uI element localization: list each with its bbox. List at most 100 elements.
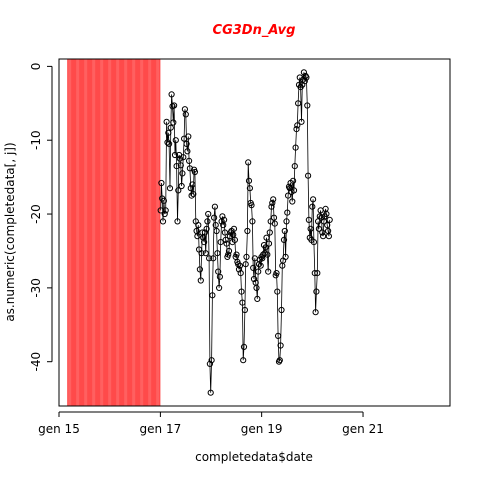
shaded-stripe: [84, 59, 88, 406]
data-point: [245, 177, 253, 184]
data-point: [311, 270, 318, 277]
data-point: [293, 126, 300, 133]
data-point: [162, 207, 169, 214]
data-point: [191, 168, 198, 176]
data-point: [255, 268, 262, 275]
data-point: [324, 222, 331, 229]
data-point: [203, 225, 210, 232]
data-point: [161, 210, 168, 218]
shaded-region: [67, 59, 161, 406]
data-point: [323, 210, 330, 218]
data-point: [174, 218, 181, 225]
data-point: [185, 133, 192, 140]
data-point: [158, 179, 165, 187]
data-point: [294, 122, 301, 129]
shaded-stripe: [124, 59, 128, 406]
data-point: [164, 139, 171, 146]
data-point: [163, 118, 170, 125]
data-point: [271, 220, 278, 227]
data-point: [159, 218, 167, 225]
x-tick-label: gen 19: [241, 422, 283, 436]
data-point: [298, 118, 305, 125]
data-point: [285, 192, 292, 199]
data-point: [295, 100, 302, 107]
shaded-stripe: [148, 59, 152, 406]
data-point: [307, 225, 314, 232]
data-point: [259, 255, 266, 262]
shaded-stripe: [76, 59, 80, 406]
data-point: [176, 155, 183, 162]
data-point: [182, 111, 189, 118]
data-point: [273, 270, 280, 277]
data-point: [183, 140, 190, 147]
data-point: [270, 196, 277, 203]
data-point: [303, 74, 310, 81]
data-point: [292, 144, 299, 151]
data-point: [305, 172, 312, 179]
series-layer: [157, 69, 333, 396]
data-point: [274, 288, 281, 295]
data-point: [216, 284, 223, 291]
x-axis: gen 15 gen 17 gen 19 gen 21: [38, 411, 384, 436]
data-point: [165, 129, 172, 136]
data-point: [264, 251, 271, 258]
data-point: [178, 182, 185, 190]
plot-frame: [58, 58, 451, 407]
data-point: [211, 214, 218, 221]
data-point: [225, 247, 233, 255]
data-point: [212, 222, 219, 229]
y-tick-label: -40: [29, 352, 43, 372]
data-point: [171, 151, 179, 159]
data-point: [215, 268, 222, 275]
data-point: [244, 227, 251, 235]
data-point: [275, 332, 282, 339]
data-point: [225, 251, 232, 258]
data-point: [210, 255, 217, 262]
data-point: [167, 124, 174, 131]
data-point: [171, 102, 178, 109]
series-line: [160, 72, 331, 393]
data-point: [245, 159, 252, 166]
y-tick-label: -30: [29, 278, 43, 298]
data-point: [216, 273, 223, 280]
data-point: [310, 239, 317, 246]
data-point: [276, 357, 283, 364]
data-point: [257, 262, 264, 269]
shaded-stripe: [116, 59, 120, 406]
data-point: [312, 309, 319, 316]
data-point: [268, 203, 275, 210]
x-tick-label: gen 17: [140, 422, 182, 436]
data-point: [254, 295, 261, 302]
data-point: [305, 216, 312, 223]
data-point: [304, 102, 311, 109]
data-point: [186, 165, 193, 172]
data-point: [217, 239, 224, 246]
data-point: [319, 229, 326, 236]
y-axis: 0 -10 -20 -30 -40: [29, 63, 53, 372]
data-point: [166, 185, 174, 192]
data-point: [223, 240, 230, 247]
data-point: [291, 163, 298, 170]
data-point: [236, 262, 243, 269]
data-point: [289, 198, 296, 205]
data-point: [290, 187, 298, 194]
data-point: [241, 306, 248, 314]
data-point: [195, 222, 202, 229]
data-point: [196, 266, 203, 273]
data-point: [260, 251, 267, 258]
data-point: [235, 266, 243, 273]
data-point: [326, 216, 333, 223]
data-point: [309, 203, 316, 210]
data-point: [198, 250, 205, 257]
data-point: [282, 253, 289, 260]
data-point: [206, 255, 213, 262]
data-point: [211, 203, 218, 210]
data-point: [207, 389, 214, 396]
data-point: [166, 140, 173, 147]
data-point: [246, 185, 253, 192]
data-point: [170, 119, 177, 126]
data-point: [263, 234, 270, 241]
data-point: [221, 216, 228, 223]
data-point: [262, 244, 269, 251]
